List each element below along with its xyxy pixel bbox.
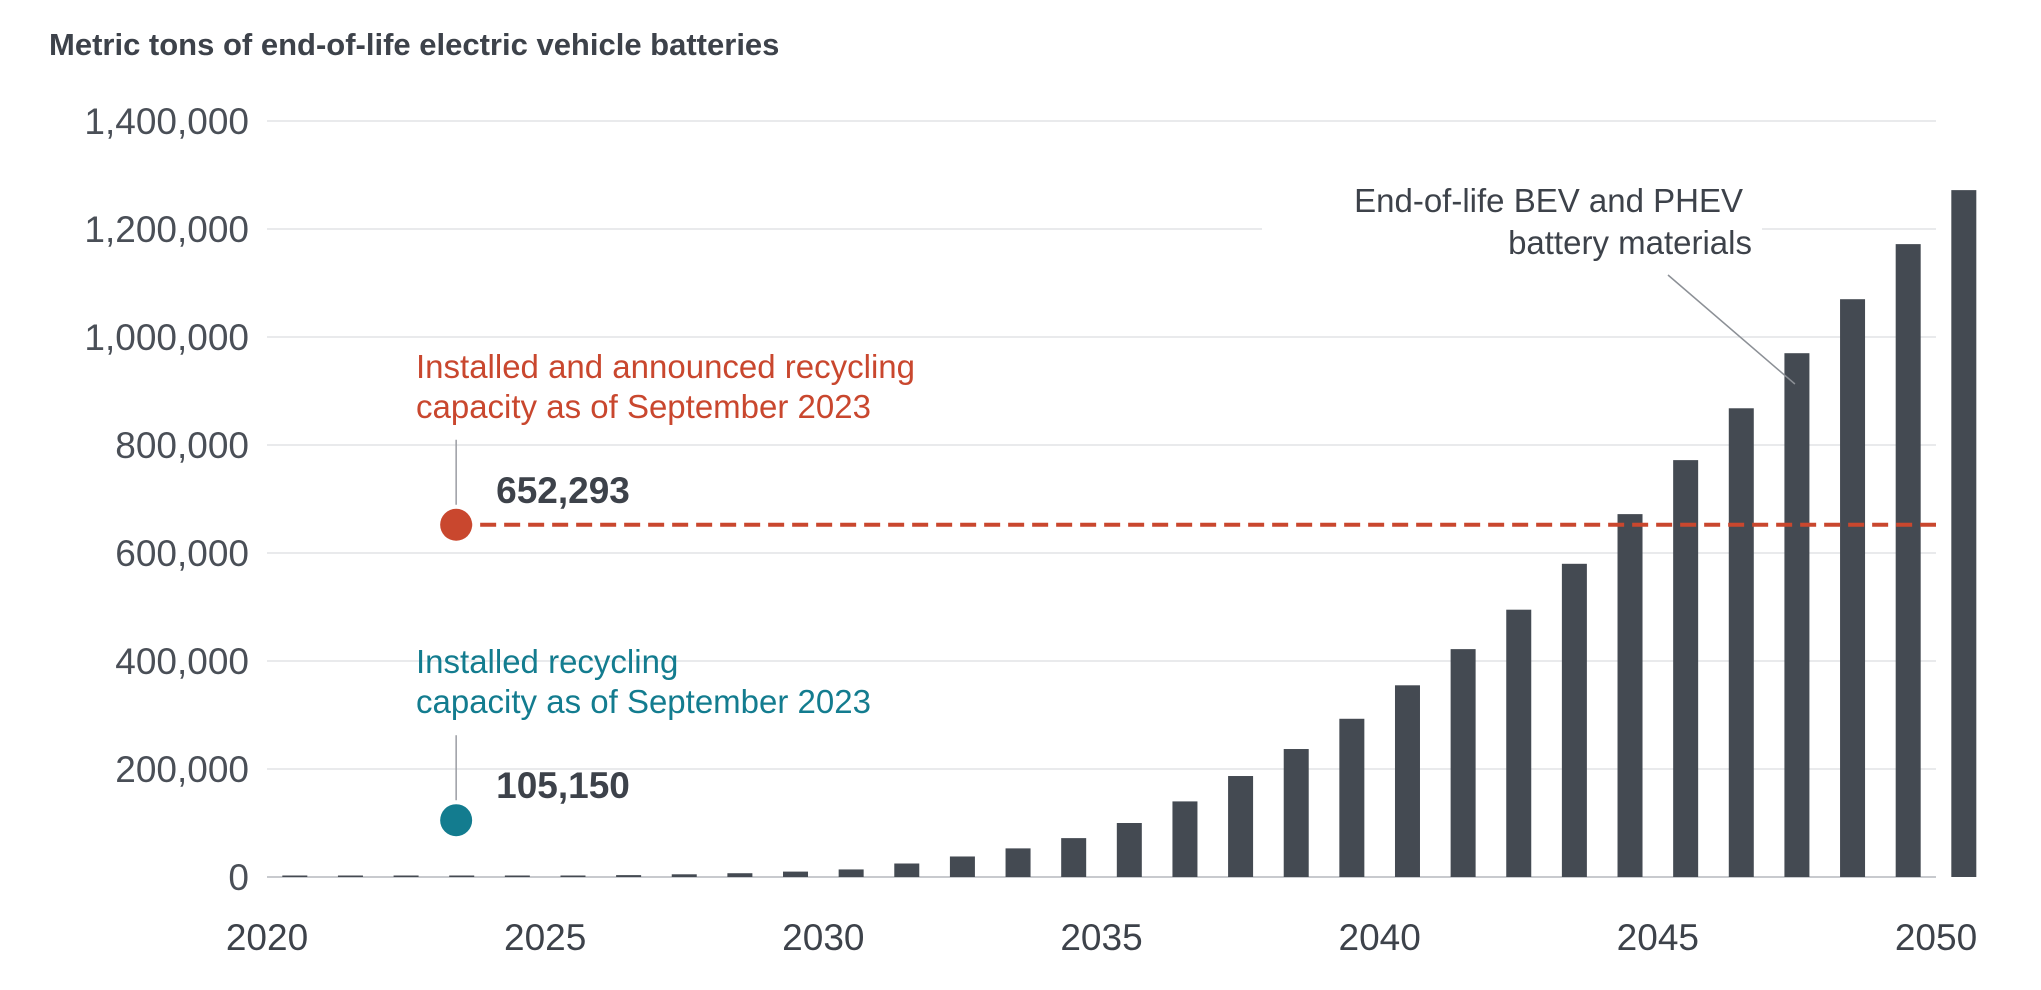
- annotation-leader-line: [1667, 274, 1796, 385]
- bar: [1283, 749, 1309, 877]
- y-tick-label: 400,000: [115, 641, 249, 682]
- bar: [282, 875, 308, 877]
- bar: [783, 871, 809, 877]
- reference-label-line2: capacity as of September 2023: [416, 388, 871, 425]
- x-tick-label: 2040: [1339, 917, 1421, 958]
- bar: [1228, 776, 1254, 877]
- chart-title: Metric tons of end-of-life electric vehi…: [49, 27, 779, 62]
- bar: [1673, 460, 1699, 877]
- bar: [838, 869, 864, 877]
- bar: [393, 875, 419, 877]
- bar: [1561, 563, 1587, 877]
- bar: [1951, 190, 1977, 877]
- bar: [1617, 514, 1643, 877]
- bar: [949, 856, 975, 877]
- y-tick-label: 600,000: [115, 533, 249, 574]
- reference-label-line2: capacity as of September 2023: [416, 683, 871, 720]
- y-tick-label: 1,400,000: [84, 101, 249, 142]
- bar: [1005, 848, 1031, 877]
- gridlines: [267, 120, 1936, 878]
- x-tick-label: 2035: [1060, 917, 1142, 958]
- annotation-line2: battery materials: [1508, 224, 1752, 261]
- bar: [1339, 718, 1365, 877]
- bar: [616, 875, 642, 877]
- bar: [1784, 353, 1810, 877]
- bar: [727, 873, 753, 877]
- x-tick-label: 2020: [226, 917, 308, 958]
- bar: [1840, 299, 1866, 877]
- y-tick-label: 800,000: [115, 425, 249, 466]
- bar: [1506, 609, 1532, 877]
- bar: [1895, 244, 1921, 877]
- y-tick-label: 200,000: [115, 749, 249, 790]
- bar: [449, 875, 475, 877]
- reference-label-line1: Installed and announced recycling: [416, 348, 915, 385]
- bar: [337, 875, 363, 877]
- bar: [671, 874, 697, 877]
- x-tick-label: 2050: [1895, 917, 1977, 958]
- bar: [1394, 685, 1420, 877]
- bars: [282, 190, 1977, 877]
- labels: Metric tons of end-of-life electric vehi…: [49, 27, 1977, 958]
- capacity-point: [440, 804, 473, 837]
- bar: [1061, 838, 1087, 877]
- reference-lines: [440, 439, 1936, 837]
- annotation-line1: End-of-life BEV and PHEV: [1354, 182, 1743, 219]
- y-tick-label: 1,000,000: [84, 317, 249, 358]
- bar: [1450, 649, 1476, 877]
- reference-value-label: 652,293: [496, 470, 630, 511]
- bar: [504, 875, 530, 877]
- x-tick-label: 2045: [1617, 917, 1699, 958]
- annotation-background: [1262, 178, 1762, 274]
- bar: [1728, 408, 1754, 877]
- bar: [560, 875, 586, 877]
- y-tick-label: 0: [228, 857, 249, 898]
- bar: [1172, 801, 1198, 877]
- y-tick-label: 1,200,000: [84, 209, 249, 250]
- capacity-point: [440, 508, 473, 541]
- bar: [1116, 823, 1142, 877]
- reference-label-line1: Installed recycling: [416, 643, 678, 680]
- x-tick-label: 2025: [504, 917, 586, 958]
- bar: [894, 863, 920, 877]
- reference-value-label: 105,150: [496, 765, 630, 806]
- x-tick-label: 2030: [782, 917, 864, 958]
